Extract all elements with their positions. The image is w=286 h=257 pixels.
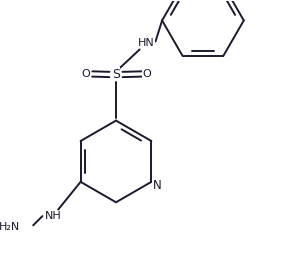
Text: O: O <box>81 69 90 79</box>
Text: NH: NH <box>45 211 61 221</box>
Text: H₂N: H₂N <box>0 222 20 232</box>
Text: O: O <box>142 69 151 79</box>
Text: N: N <box>153 179 162 191</box>
Text: HN: HN <box>138 38 155 48</box>
Text: S: S <box>112 68 120 81</box>
